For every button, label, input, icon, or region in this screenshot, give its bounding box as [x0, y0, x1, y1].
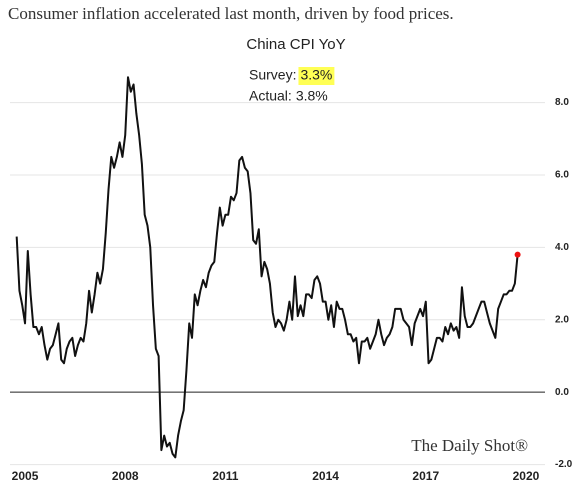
y-tick-label: 0.0: [555, 387, 569, 398]
annotation-highlight: [298, 67, 335, 85]
annotation-value: 3.8%: [296, 88, 328, 104]
x-tick-label: 2017: [412, 469, 439, 483]
y-tick-label: 8.0: [555, 97, 569, 108]
y-tick-label: 2.0: [555, 314, 569, 325]
y-tick-label: 6.0: [555, 170, 569, 181]
x-tick-label: 2008: [112, 469, 139, 483]
x-tick-label: 2005: [12, 469, 39, 483]
chart-title: China CPI YoY: [246, 36, 345, 53]
annotation-label: Survey:: [249, 67, 296, 83]
y-tick-label: 4.0: [555, 242, 569, 253]
line: [15, 76, 519, 459]
x-tick-label: 2020: [513, 469, 540, 483]
annotation-label: Actual:: [249, 88, 292, 104]
last-point: [514, 251, 521, 258]
annotation-value: 3.3%: [300, 67, 332, 83]
x-tick-label: 2011: [212, 469, 238, 483]
y-tick-label: -2.0: [555, 459, 573, 470]
source: The Daily Shot®: [411, 436, 528, 455]
x-tick-label: 2014: [312, 469, 339, 483]
page-title: Consumer inflation accelerated last mont…: [8, 4, 454, 23]
plot-area: 8.0 6.0 4.0 2.0 0.0 -2.0 2005 2008 2011 2014 2017 2…: [10, 76, 573, 483]
